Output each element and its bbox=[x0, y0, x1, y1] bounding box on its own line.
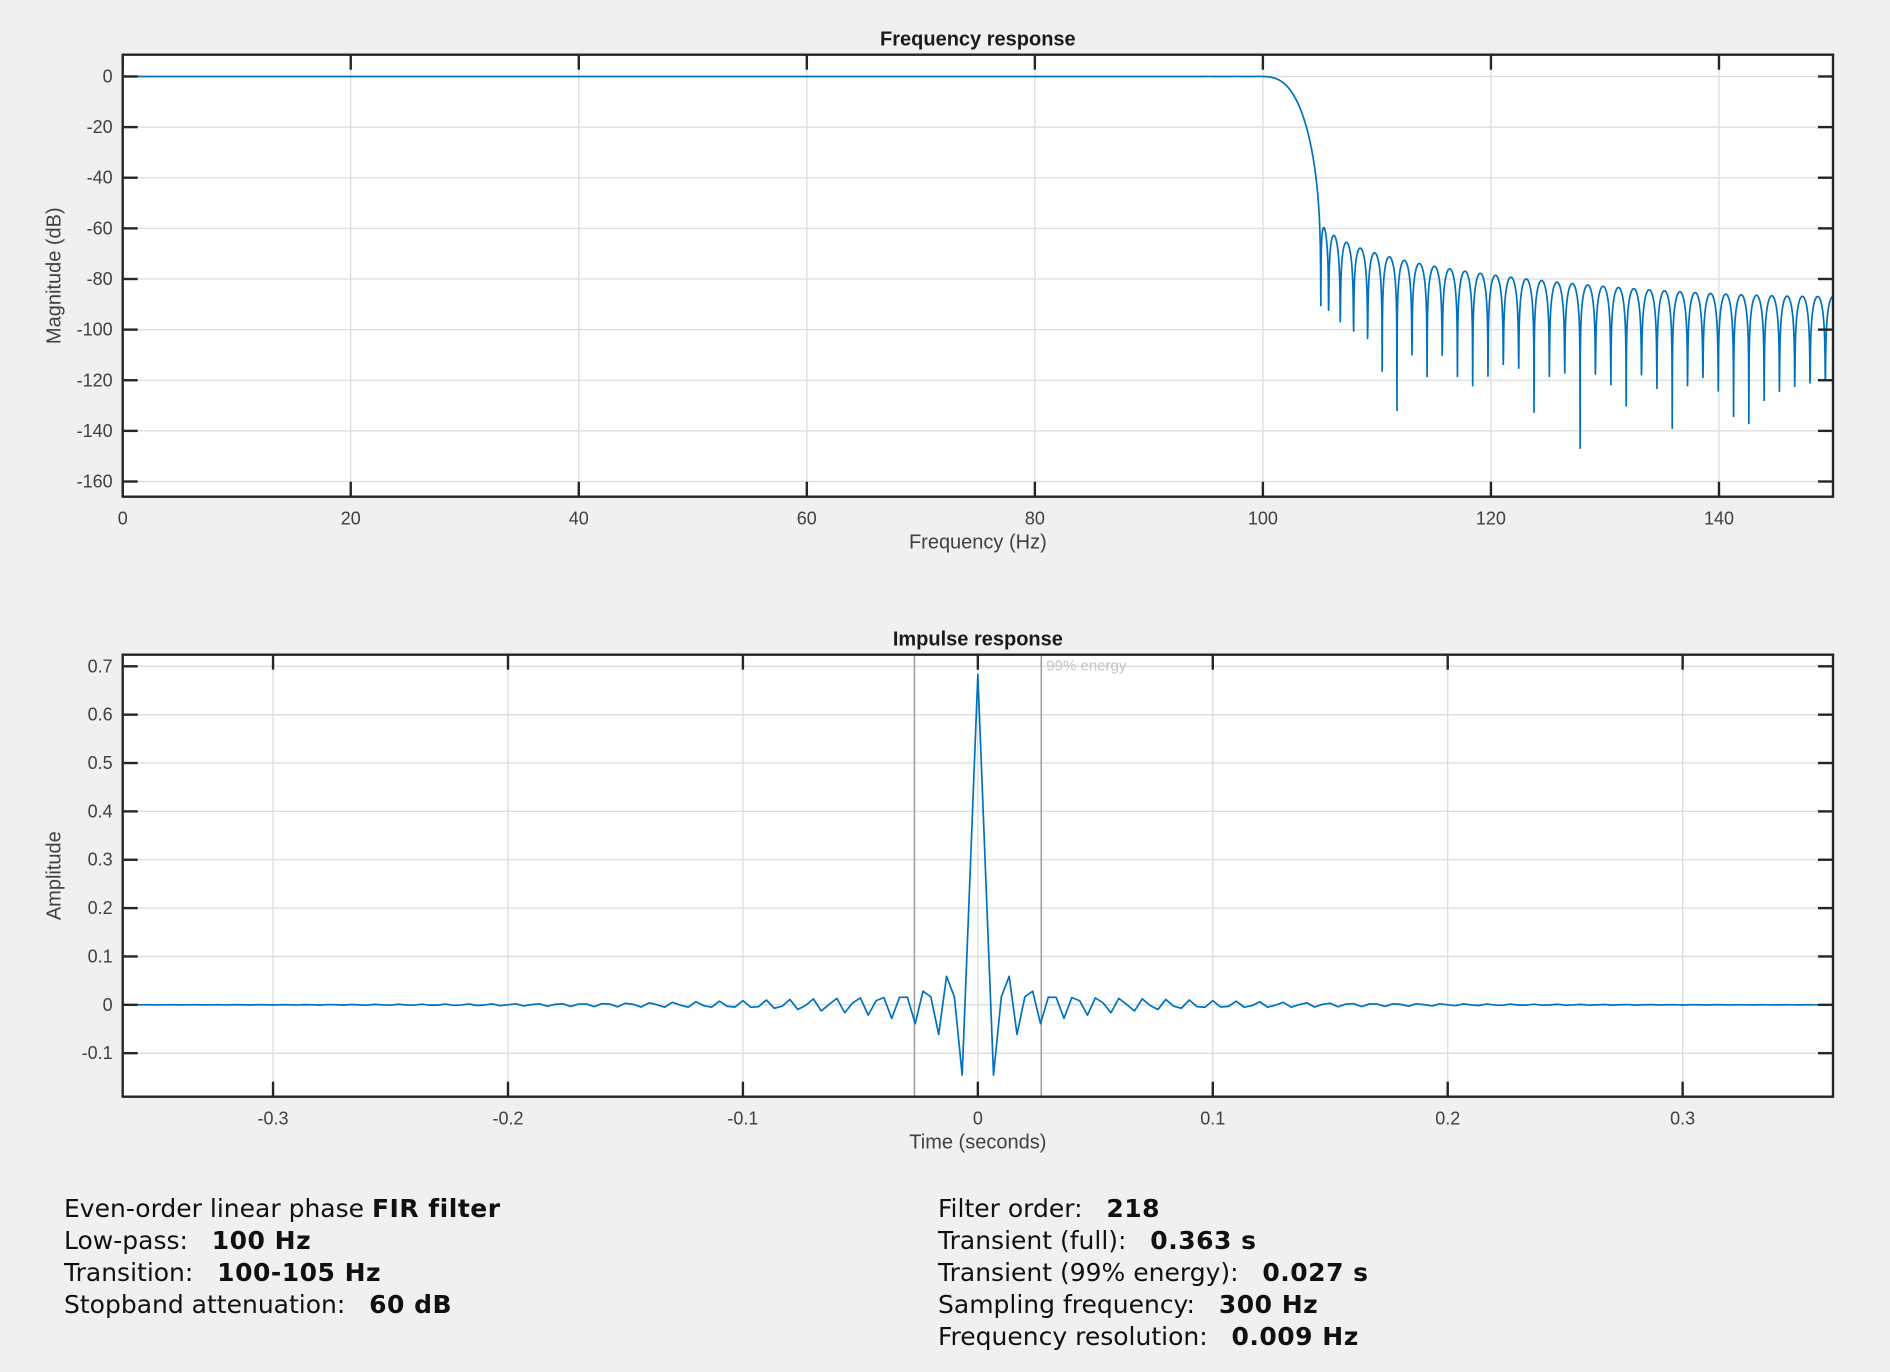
transition-label: Transition: bbox=[64, 1258, 218, 1287]
energy-marker-label: 99% energy bbox=[1046, 658, 1127, 675]
tick-label-y: -40 bbox=[87, 168, 113, 188]
filter-type-bold: FIR filter bbox=[371, 1194, 501, 1223]
tick-label-x: 40 bbox=[569, 509, 589, 529]
filter-type-line: Even-order linear phase FIR filter bbox=[64, 1193, 501, 1225]
tick-label-x: 140 bbox=[1704, 509, 1734, 529]
y-axis-label: Magnitude (dB) bbox=[44, 207, 66, 344]
stopband-line: Stopband attenuation: 60 dB bbox=[64, 1289, 501, 1321]
transient-99-line: Transient (99% energy): 0.027 s bbox=[938, 1257, 1369, 1289]
axes-box bbox=[121, 653, 1835, 1098]
lowpass-value: 100 Hz bbox=[211, 1226, 312, 1255]
tick-label-x: 100 bbox=[1248, 509, 1278, 529]
tick-label-x: 0.2 bbox=[1435, 1109, 1460, 1129]
figure-canvas: 0 20 40 60 80 100 120 140 0 -20 -40 -60 -80 -100 -120 -… bbox=[44, 29, 1835, 1154]
tick-label-y: -160 bbox=[77, 472, 113, 492]
tick-label-y: 0 bbox=[103, 995, 113, 1015]
x-axis-label: Frequency (Hz) bbox=[909, 532, 1047, 554]
filter-summary-right: Filter order: 218 Transient (full): 0.36… bbox=[938, 1193, 1369, 1353]
frequency-resolution-value: 0.009 Hz bbox=[1231, 1322, 1359, 1351]
tick-label-x: 0.3 bbox=[1670, 1109, 1695, 1129]
tick-label-y: -20 bbox=[87, 117, 113, 137]
tick-label-x: 80 bbox=[1025, 509, 1045, 529]
tick-label-y: -80 bbox=[87, 269, 113, 289]
filter-summary-left: Even-order linear phase FIR filter Low-p… bbox=[64, 1193, 501, 1321]
tick-label-x: 20 bbox=[341, 509, 361, 529]
frequency-resolution-label: Frequency resolution: bbox=[938, 1322, 1232, 1351]
tick-label-y: 0.2 bbox=[88, 898, 113, 918]
filter-type-text: Even-order linear phase bbox=[64, 1194, 372, 1223]
sampling-frequency-value: 300 Hz bbox=[1218, 1290, 1319, 1319]
tick-label-x: 0.1 bbox=[1200, 1109, 1225, 1129]
frequency-response-axes[interactable]: 0 20 40 60 80 100 120 140 0 -20 -40 -60 -80 -100 -120 -… bbox=[44, 29, 1835, 554]
stopband-label: Stopband attenuation: bbox=[64, 1290, 370, 1319]
tick-label-y: 0.5 bbox=[88, 753, 113, 773]
tick-label-y: 0.7 bbox=[88, 656, 113, 676]
tick-label-y: 0.1 bbox=[88, 946, 113, 966]
impulse-response-axes[interactable]: 99% energy -0.3 -0.2 -0.1 0 0.1 0.2 0.3 0.7 0.6 0.… bbox=[44, 629, 1835, 1154]
transient-99-value: 0.027 s bbox=[1262, 1258, 1369, 1287]
tick-label-x: -0.2 bbox=[492, 1109, 523, 1129]
data-line bbox=[122, 75, 1834, 450]
x-axis-label: Time (seconds) bbox=[909, 1132, 1046, 1154]
lowpass-label: Low-pass: bbox=[64, 1226, 212, 1255]
stopband-value: 60 dB bbox=[369, 1290, 453, 1319]
tick-label-y: -0.1 bbox=[82, 1043, 113, 1063]
data-line bbox=[122, 673, 1834, 1076]
tick-label-y: -60 bbox=[87, 218, 113, 238]
order-value: 218 bbox=[1106, 1194, 1161, 1223]
transient-99-label: Transient (99% energy): bbox=[938, 1258, 1263, 1287]
plot-area bbox=[122, 54, 1834, 497]
frequency-resolution-line: Frequency resolution: 0.009 Hz bbox=[938, 1321, 1369, 1353]
transition-value: 100-105 Hz bbox=[217, 1258, 382, 1287]
transient-full-line: Transient (full): 0.363 s bbox=[938, 1225, 1369, 1257]
y-axis-label: Amplitude bbox=[44, 831, 66, 920]
axes-box bbox=[121, 53, 1835, 498]
tick-label-y: 0.3 bbox=[88, 850, 113, 870]
tick-label-x: 60 bbox=[797, 509, 817, 529]
transition-line: Transition: 100-105 Hz bbox=[64, 1257, 501, 1289]
chart-title: Frequency response bbox=[880, 29, 1076, 51]
figure: 0 20 40 60 80 100 120 140 0 -20 -40 -60 -80 -100 -120 -… bbox=[44, 29, 1835, 1154]
transient-full-label: Transient (full): bbox=[938, 1226, 1151, 1255]
tick-label-x: 0 bbox=[118, 509, 128, 529]
tick-label-y: -140 bbox=[77, 421, 113, 441]
tick-label-y: 0 bbox=[103, 66, 113, 86]
sampling-frequency-line: Sampling frequency: 300 Hz bbox=[938, 1289, 1369, 1321]
tick-label-y: 0.6 bbox=[88, 705, 113, 725]
lowpass-line: Low-pass: 100 Hz bbox=[64, 1225, 501, 1257]
tick-label-y: -100 bbox=[77, 320, 113, 340]
tick-label-x: 120 bbox=[1476, 509, 1506, 529]
tick-label-y: -120 bbox=[77, 370, 113, 390]
sampling-frequency-label: Sampling frequency: bbox=[938, 1290, 1219, 1319]
tick-label-x: -0.3 bbox=[258, 1109, 289, 1129]
tick-label-x: -0.1 bbox=[727, 1109, 758, 1129]
order-line: Filter order: 218 bbox=[938, 1193, 1369, 1225]
chart-title: Impulse response bbox=[893, 629, 1063, 651]
tick-label-y: 0.4 bbox=[88, 801, 113, 821]
transient-full-value: 0.363 s bbox=[1150, 1226, 1257, 1255]
order-label: Filter order: bbox=[938, 1194, 1107, 1223]
tick-label-x: 0 bbox=[973, 1109, 983, 1129]
